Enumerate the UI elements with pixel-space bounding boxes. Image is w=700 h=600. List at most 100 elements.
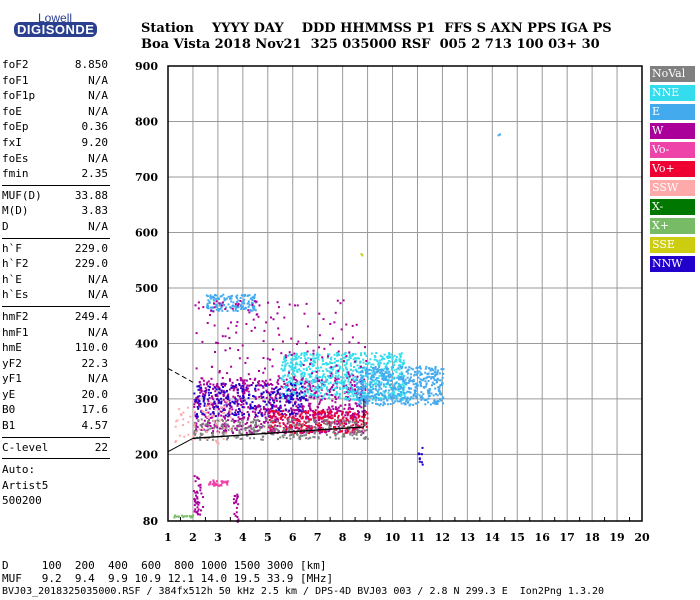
- echo-point: [199, 432, 202, 435]
- echo-point: [260, 396, 263, 399]
- echo-point: [231, 386, 234, 389]
- echo-point: [205, 423, 208, 426]
- echo-point: [354, 416, 357, 419]
- echo-point: [309, 388, 312, 391]
- echo-point: [240, 432, 243, 435]
- echo-point: [388, 353, 391, 356]
- echo-point: [300, 417, 303, 420]
- echo-point: [273, 420, 276, 423]
- echo-point: [225, 420, 228, 423]
- echo-point: [222, 395, 225, 398]
- echo-point: [305, 425, 308, 428]
- echo-point: [273, 410, 276, 413]
- echo-point: [346, 387, 349, 389]
- header-labels: Station YYYY DAY DDD HHMMSS P1 FFS S AXN…: [141, 21, 612, 36]
- echo-point: [288, 395, 291, 398]
- echo-point: [239, 437, 242, 440]
- echo-point: [210, 297, 212, 300]
- echo-point: [284, 397, 287, 400]
- echo-point: [227, 295, 230, 298]
- echo-point: [383, 353, 386, 356]
- legend-item: E: [650, 104, 695, 120]
- echo-point: [291, 357, 294, 360]
- echo-point: [195, 424, 198, 427]
- echo-point: [254, 377, 257, 380]
- echo-point: [342, 299, 345, 302]
- echo-point: [314, 409, 317, 412]
- echo-point: [416, 393, 419, 395]
- echo-point: [385, 367, 388, 370]
- echo-point: [406, 370, 409, 373]
- echo-point: [323, 393, 326, 396]
- echo-point: [360, 402, 363, 405]
- echo-point: [360, 386, 363, 389]
- echo-point: [352, 430, 355, 433]
- echo-point: [284, 365, 287, 368]
- echo-point: [370, 377, 372, 380]
- echo-point: [354, 375, 357, 378]
- echo-point: [241, 414, 244, 417]
- param-value: 17.6: [81, 403, 109, 417]
- echo-point: [364, 424, 367, 427]
- echo-point: [396, 400, 399, 403]
- echo-point: [262, 396, 265, 399]
- echo-point: [334, 375, 337, 377]
- echo-point: [328, 396, 331, 399]
- echo-point: [212, 383, 215, 386]
- echo-point: [280, 352, 283, 355]
- echo-point: [267, 412, 270, 415]
- echo-point: [286, 422, 289, 425]
- echo-point: [279, 410, 282, 413]
- echo-point: [279, 436, 282, 439]
- echo-point: [394, 388, 397, 391]
- echo-point: [285, 437, 288, 439]
- echo-point: [360, 406, 363, 409]
- echo-point: [300, 431, 303, 434]
- echo-point: [255, 407, 258, 410]
- param-name: foF1: [2, 73, 29, 87]
- echo-point: [274, 419, 277, 422]
- echo-point: [422, 377, 425, 380]
- echo-point: [231, 408, 234, 411]
- echo-point: [344, 379, 347, 382]
- echo-point: [441, 376, 444, 379]
- echo-point: [237, 403, 240, 406]
- echo-point: [339, 302, 342, 305]
- echo-point: [375, 359, 378, 362]
- param-row: foE N/A: [2, 105, 110, 121]
- echo-point: [365, 397, 368, 400]
- echo-point: [380, 392, 383, 395]
- echo-point: [302, 394, 305, 397]
- echo-point: [325, 368, 328, 371]
- echo-point: [345, 355, 348, 358]
- echo-point: [292, 404, 295, 407]
- echo-point: [268, 416, 271, 418]
- echo-point: [434, 371, 437, 374]
- echo-point: [237, 306, 240, 309]
- echo-point: [425, 376, 428, 379]
- echo-point: [276, 301, 279, 304]
- echo-point: [382, 404, 385, 407]
- echo-point: [321, 420, 324, 423]
- echo-point: [207, 400, 210, 403]
- echo-point: [270, 383, 272, 385]
- echo-point: [279, 416, 282, 419]
- echo-point: [260, 384, 262, 387]
- echo-point: [234, 411, 237, 414]
- echo-point: [321, 370, 324, 373]
- echo-point: [386, 368, 388, 371]
- param-value: N/A: [88, 272, 108, 286]
- echo-point: [235, 427, 238, 430]
- echo-point: [385, 364, 388, 367]
- echo-point: [392, 361, 395, 364]
- echo-point: [389, 375, 392, 378]
- echo-point: [296, 421, 299, 424]
- x-tick-label: 14: [485, 531, 501, 544]
- echo-point: [247, 373, 250, 376]
- echo-point: [417, 366, 420, 369]
- echo-point: [275, 404, 278, 407]
- echo-point: [227, 403, 230, 406]
- echo-point: [361, 432, 364, 435]
- legend-item: SSE: [650, 237, 695, 253]
- echo-point: [341, 435, 344, 438]
